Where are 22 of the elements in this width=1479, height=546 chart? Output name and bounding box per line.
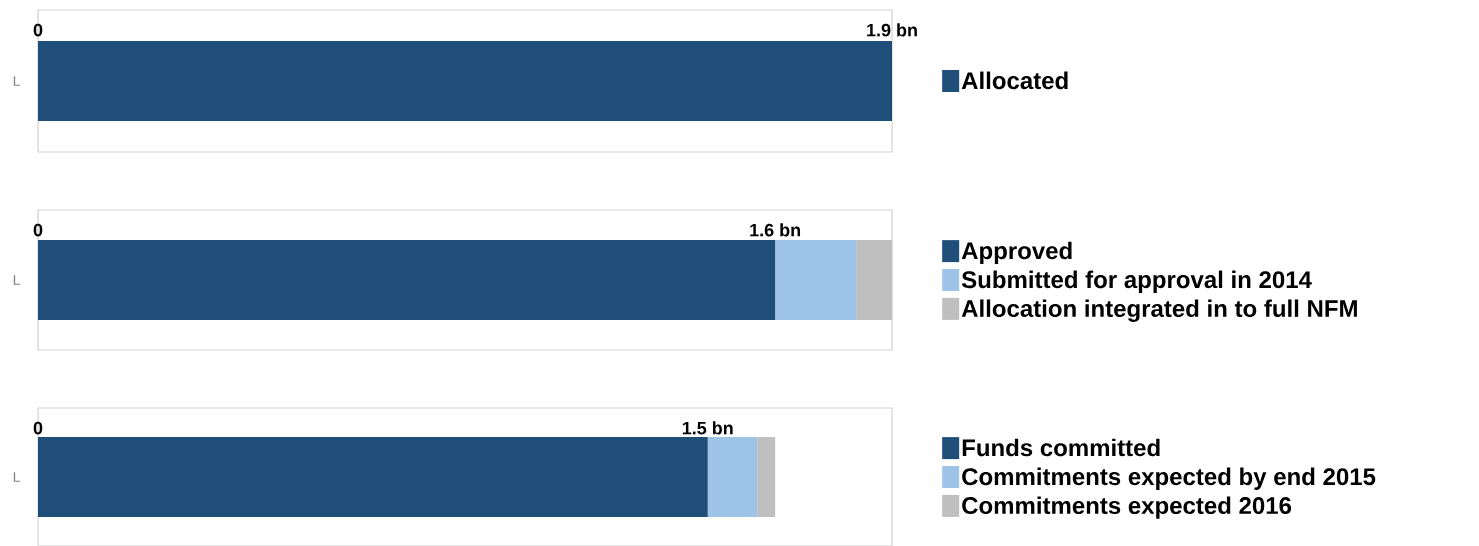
bar xyxy=(38,240,776,320)
bar xyxy=(757,437,776,518)
bar xyxy=(707,437,758,518)
x-tick-label: 0 xyxy=(33,421,43,435)
y-tick-label: L xyxy=(13,275,21,285)
x-tick-label: 1.6 bn xyxy=(750,223,801,237)
legend-label: Allocation integrated in to full NFM xyxy=(961,299,1357,322)
bar xyxy=(38,437,708,518)
legend-label: Approved xyxy=(961,241,1072,265)
bar xyxy=(856,240,893,320)
legend-label: Commitments expected by end 2015 xyxy=(962,467,1376,490)
legend-label: Submitted for approval in 2014 xyxy=(961,270,1312,293)
legend-label: Funds committed xyxy=(962,438,1160,457)
x-tick-label: 0 xyxy=(33,23,43,37)
legend-label: Allocated xyxy=(961,71,1068,90)
x-tick-label: 1.5 bn xyxy=(682,421,733,435)
bar xyxy=(775,240,857,320)
legend-label: Commitments expected 2016 xyxy=(962,496,1292,519)
y-tick-label: L xyxy=(13,472,21,482)
y-tick-label: L xyxy=(13,76,21,86)
x-tick-label: 1.9 bn xyxy=(867,23,917,37)
x-tick-label: 0 xyxy=(33,223,43,237)
